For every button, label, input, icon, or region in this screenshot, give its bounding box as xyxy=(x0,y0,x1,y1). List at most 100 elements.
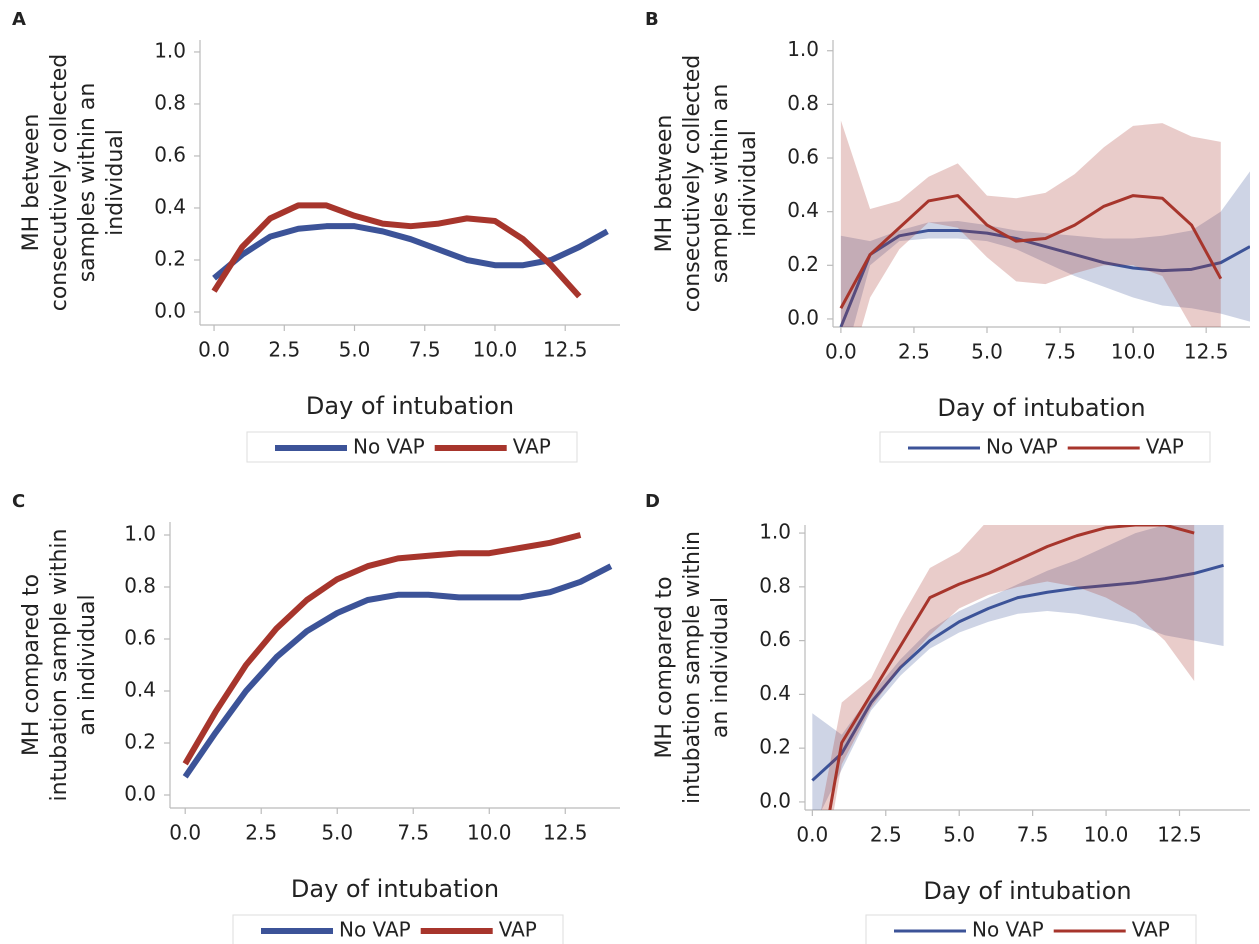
legend-box xyxy=(232,914,564,944)
x-tick-label: 5.0 xyxy=(943,823,975,847)
x-axis-title: Day of intubation xyxy=(306,392,514,420)
confidence-band xyxy=(840,171,1250,327)
x-axis-title: Day of intubation xyxy=(923,877,1131,905)
x-axis-title: Day of intubation xyxy=(937,394,1145,422)
confidence-band xyxy=(840,120,1221,327)
line xyxy=(839,194,1223,309)
y-tick-label: 0.8 xyxy=(787,91,819,115)
y-axis-title: MH compared to xyxy=(19,574,44,756)
line xyxy=(212,223,609,281)
x-tick-label: 0.0 xyxy=(198,338,230,362)
x-tick-label: 2.5 xyxy=(245,821,277,845)
panel: D 0.0 0.2 0.4 0.6 0.8 1.0 0.0 2.5 5.0 7.5 10.0 12.5 D… xyxy=(645,491,1250,944)
legend: No VAP VAP xyxy=(232,914,564,944)
y-tick-label: 1.0 xyxy=(124,522,156,546)
x-tick-label: 2.5 xyxy=(870,823,902,847)
y-tick-label: 0.6 xyxy=(759,627,791,651)
line xyxy=(811,563,1224,782)
line xyxy=(828,525,1195,810)
legend-label: No VAP xyxy=(339,918,411,942)
confidence-band xyxy=(821,525,1195,810)
legend-label: VAP xyxy=(1146,435,1184,459)
y-axis-title: MH between xyxy=(19,114,44,252)
y-axis-title: samples within an xyxy=(708,84,733,284)
y-tick-label: 1.0 xyxy=(154,38,186,62)
x-tick-label: 5.0 xyxy=(321,821,353,845)
y-axis-title: MH compared to xyxy=(652,576,677,758)
y-axis-title: samples within an xyxy=(75,83,100,283)
x-tick-label: 10.0 xyxy=(1084,823,1129,847)
x-tick-label: 10.0 xyxy=(473,338,518,362)
y-tick-label: 0.0 xyxy=(124,782,156,806)
y-axis-title: consecutively collected xyxy=(680,55,705,313)
y-tick-label: 0.8 xyxy=(154,90,186,114)
y-tick-label: 0.4 xyxy=(154,194,186,218)
x-tick-label: 10.0 xyxy=(1111,340,1156,364)
x-tick-label: 12.5 xyxy=(543,338,588,362)
x-tick-label: 5.0 xyxy=(339,338,371,362)
x-tick-label: 2.5 xyxy=(268,338,300,362)
confidence-band xyxy=(812,525,1224,810)
x-tick-label: 10.0 xyxy=(467,821,512,845)
legend: No VAP VAP xyxy=(879,431,1211,463)
legend-label: No VAP xyxy=(972,918,1044,942)
y-tick-label: 0.8 xyxy=(759,573,791,597)
panel-label: A xyxy=(12,9,26,30)
x-tick-label: 0.0 xyxy=(169,821,201,845)
plot-area xyxy=(811,525,1224,810)
x-tick-label: 0.0 xyxy=(825,340,857,364)
y-tick-label: 0.4 xyxy=(787,198,819,222)
legend-label: No VAP xyxy=(986,435,1058,459)
legend-label: VAP xyxy=(499,918,537,942)
x-tick-label: 0.0 xyxy=(796,823,828,847)
plot-area xyxy=(182,532,613,779)
panel-label: B xyxy=(645,9,659,30)
y-tick-label: 0.2 xyxy=(154,246,186,270)
x-tick-label: 5.0 xyxy=(971,340,1003,364)
y-tick-label: 0.4 xyxy=(759,681,791,705)
x-tick-label: 12.5 xyxy=(1157,823,1202,847)
y-tick-label: 0.6 xyxy=(787,145,819,169)
legend-box xyxy=(879,431,1211,463)
y-tick-label: 0.0 xyxy=(759,788,791,812)
y-tick-label: 1.0 xyxy=(787,37,819,61)
legend: No VAP VAP xyxy=(246,431,578,463)
y-axis-title: individual xyxy=(103,129,128,236)
panel: A 0.0 0.2 0.4 0.6 0.8 1.0 0.0 2.5 5.0 7.5 10.0 12.5 D… xyxy=(12,9,620,463)
plot-area xyxy=(839,120,1250,327)
y-axis-title: an individual xyxy=(75,594,100,735)
y-tick-label: 0.0 xyxy=(154,298,186,322)
y-axis-title: MH between xyxy=(652,115,677,253)
legend-box xyxy=(246,431,578,463)
legend-label: VAP xyxy=(513,435,551,459)
y-axis-title: consecutively collected xyxy=(47,54,72,312)
x-tick-label: 2.5 xyxy=(898,340,930,364)
legend: No VAP VAP xyxy=(865,914,1197,944)
y-tick-label: 1.0 xyxy=(759,520,791,544)
x-tick-label: 7.5 xyxy=(397,821,429,845)
y-tick-label: 0.2 xyxy=(124,730,156,754)
legend-box xyxy=(865,914,1197,944)
line xyxy=(839,228,1250,327)
x-axis-title: Day of intubation xyxy=(291,875,499,903)
y-axis-title: intubation sample within xyxy=(680,531,705,804)
y-tick-label: 0.2 xyxy=(787,252,819,276)
y-tick-label: 0.6 xyxy=(154,142,186,166)
legend-label: No VAP xyxy=(353,435,425,459)
y-axis-title: individual xyxy=(736,130,761,237)
panel-label: C xyxy=(12,491,25,512)
y-tick-label: 0.4 xyxy=(124,678,156,702)
y-axis-title: intubation sample within xyxy=(47,529,72,802)
y-tick-label: 0.0 xyxy=(787,305,819,329)
x-tick-label: 12.5 xyxy=(543,821,588,845)
x-tick-label: 7.5 xyxy=(409,338,441,362)
y-tick-label: 0.6 xyxy=(124,626,156,650)
panel-label: D xyxy=(645,491,660,512)
y-tick-label: 0.8 xyxy=(124,574,156,598)
legend-label: VAP xyxy=(1132,918,1170,942)
y-axis-title: an individual xyxy=(708,597,733,738)
panel: B 0.0 0.2 0.4 0.6 0.8 1.0 0.0 2.5 5.0 7.5 10.0 12.5 D… xyxy=(645,9,1250,463)
y-tick-label: 0.2 xyxy=(759,735,791,759)
x-tick-label: 12.5 xyxy=(1184,340,1229,364)
